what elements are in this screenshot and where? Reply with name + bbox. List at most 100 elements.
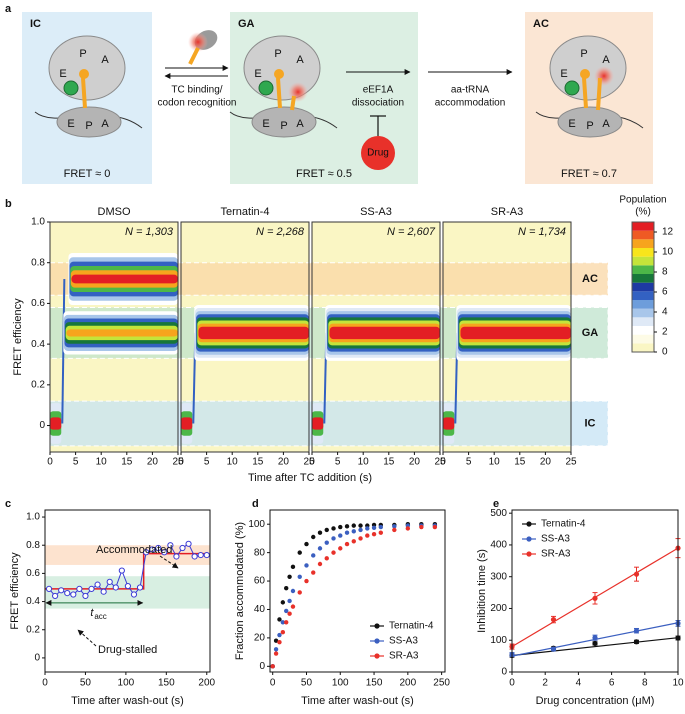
data-point xyxy=(273,647,279,652)
data-point xyxy=(317,530,323,535)
colorbar-bin xyxy=(632,222,654,231)
annotation-arrow xyxy=(77,629,97,647)
x-tick-label: 25 xyxy=(172,457,184,468)
trace-point xyxy=(112,584,119,591)
trace-point xyxy=(76,585,83,592)
data-point xyxy=(592,595,598,601)
y-tick-label: 0.4 xyxy=(26,596,40,607)
panel-frame xyxy=(49,221,179,453)
x-axis-label: Time after wash-out (s) xyxy=(71,695,184,707)
x-tick-label: 10 xyxy=(96,457,108,468)
trna-head xyxy=(274,69,284,79)
legend-marker xyxy=(526,521,532,527)
small-subunit xyxy=(56,106,122,138)
data-point xyxy=(358,527,363,533)
data-point xyxy=(592,635,598,641)
trna-stem xyxy=(582,77,588,109)
x-axis-label: Time after wash-out (s) xyxy=(301,695,414,707)
x-tick-label: 10 xyxy=(358,457,370,468)
legend-label: SR-A3 xyxy=(389,651,419,662)
data-point xyxy=(273,651,279,656)
site-label: A xyxy=(101,54,109,66)
density-contour xyxy=(330,329,440,337)
colorbar-bin xyxy=(632,256,654,266)
x-tick-label: 0 xyxy=(509,678,515,689)
panel-frame xyxy=(180,221,310,453)
colorbar-bin xyxy=(632,308,654,318)
t-acc-subscript: acc xyxy=(94,612,106,621)
colorbar-bin xyxy=(632,265,654,274)
density-contour xyxy=(181,417,193,430)
trace-point xyxy=(45,585,53,592)
y-tick-label: 100 xyxy=(248,519,265,530)
panel-label: e xyxy=(493,498,499,510)
trace-point xyxy=(155,544,162,552)
legend-marker xyxy=(526,551,532,557)
site-label: P xyxy=(280,120,287,132)
site-label: P xyxy=(85,120,92,132)
data-point xyxy=(270,664,275,669)
colorbar-frame xyxy=(631,221,655,353)
data-point xyxy=(277,617,282,622)
x-tick-label: 25 xyxy=(434,457,446,468)
y-tick-label: 0.2 xyxy=(31,379,45,390)
data-point xyxy=(358,523,363,528)
trace-point xyxy=(106,578,113,585)
x-tick-label: 15 xyxy=(121,457,133,468)
x-tick-label: 250 xyxy=(433,678,450,689)
small-subunit xyxy=(251,106,317,138)
colorbar-bin xyxy=(632,282,654,292)
x-tick-label: 200 xyxy=(198,678,215,689)
trace-point xyxy=(130,591,138,598)
heatmap-panel xyxy=(181,304,309,444)
colorbar-tick-label: 2 xyxy=(662,327,668,338)
data-point xyxy=(331,526,336,531)
trna-head xyxy=(79,69,89,79)
transition-trace xyxy=(61,278,66,424)
step-label: accommodation xyxy=(435,98,506,109)
x-tick-label: 0 xyxy=(178,457,184,468)
x-tick-label: 5 xyxy=(335,457,341,468)
trace-point xyxy=(173,553,180,560)
trace-point xyxy=(161,549,168,556)
data-point xyxy=(344,541,350,547)
trna-head xyxy=(580,69,590,79)
acceptor-dye xyxy=(288,82,308,102)
x-tick-label: 50 xyxy=(80,678,92,689)
data-point xyxy=(297,574,302,579)
acceptor-dye xyxy=(594,66,614,86)
drug xyxy=(361,136,395,170)
panel-n: N = 2,268 xyxy=(256,226,305,238)
legend-label: SS-A3 xyxy=(389,636,418,647)
trace-point xyxy=(52,592,59,600)
site-label: P xyxy=(274,48,281,60)
colorbar-bin xyxy=(632,274,654,283)
density-contour xyxy=(50,417,62,430)
trace-point xyxy=(136,584,144,591)
x-axis-label: Drug concentration (μM) xyxy=(536,695,655,707)
data-point xyxy=(287,574,292,579)
data-point xyxy=(277,632,282,638)
data-point xyxy=(592,640,598,647)
colorbar-tick-label: 12 xyxy=(662,227,674,238)
annotation-arrow xyxy=(159,555,179,569)
x-tick-label: 0 xyxy=(42,678,48,689)
colorbar-tick-label: 8 xyxy=(662,267,668,278)
y-tick-label: 0.8 xyxy=(26,540,40,551)
y-tick-label: 0 xyxy=(39,420,45,431)
y-tick-label: 60 xyxy=(254,576,266,587)
data-point xyxy=(371,531,377,537)
data-point xyxy=(550,646,557,652)
data-point xyxy=(344,524,350,529)
data-point xyxy=(297,590,302,595)
x-tick-label: 15 xyxy=(383,457,395,468)
fret-label: FRET ≈ 0.7 xyxy=(561,168,617,180)
y-tick-label: 300 xyxy=(490,571,507,582)
y-tick-label: 20 xyxy=(254,633,266,644)
state-band xyxy=(49,400,609,447)
x-tick-label: 8 xyxy=(642,678,648,689)
site-label: A xyxy=(296,54,304,66)
site-label: E xyxy=(262,118,269,130)
step-label: eEF1A xyxy=(363,85,394,96)
